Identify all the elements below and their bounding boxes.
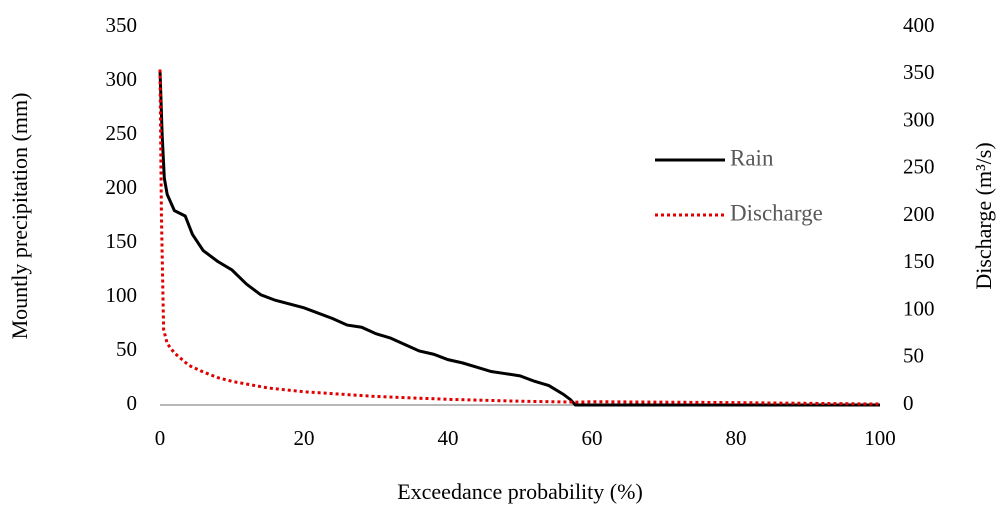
x-tick-label: 0	[155, 426, 166, 450]
y2-tick-label: 0	[903, 391, 914, 415]
y2-tick-label: 350	[903, 60, 935, 84]
data-line	[158, 70, 880, 407]
y2-tick-label: 100	[903, 296, 935, 320]
y2-tick-label: 50	[903, 344, 924, 368]
y-tick-label: 100	[106, 283, 138, 307]
y-tick-label: 350	[106, 13, 138, 37]
y2-tick-label: 150	[903, 249, 935, 273]
y2-tick-label: 300	[903, 107, 935, 131]
y-tick-label: 250	[106, 121, 138, 145]
x-tick-label: 100	[864, 426, 896, 450]
data-line	[158, 69, 881, 406]
y-tick-label: 50	[116, 337, 137, 361]
legend-label: Rain	[730, 145, 774, 170]
y2-tick-label: 250	[903, 155, 935, 179]
y-tick-label: 150	[106, 229, 138, 253]
y2-axis-title: Discharge (m³/s)	[971, 142, 996, 289]
legend-label: Discharge	[730, 200, 823, 225]
x-tick-label: 40	[438, 426, 459, 450]
x-tick-label: 20	[294, 426, 315, 450]
x-axis-title: Exceedance probability (%)	[397, 479, 643, 504]
y-tick-label: 300	[106, 67, 138, 91]
x-tick-label: 60	[582, 426, 603, 450]
y-tick-label: 200	[106, 175, 138, 199]
y-tick-label: 0	[127, 391, 138, 415]
y2-tick-label: 200	[903, 202, 935, 226]
y2-tick-label: 400	[903, 13, 935, 37]
x-tick-label: 80	[726, 426, 747, 450]
y-axis-title: Mountly precipitation (mm)	[7, 93, 32, 340]
